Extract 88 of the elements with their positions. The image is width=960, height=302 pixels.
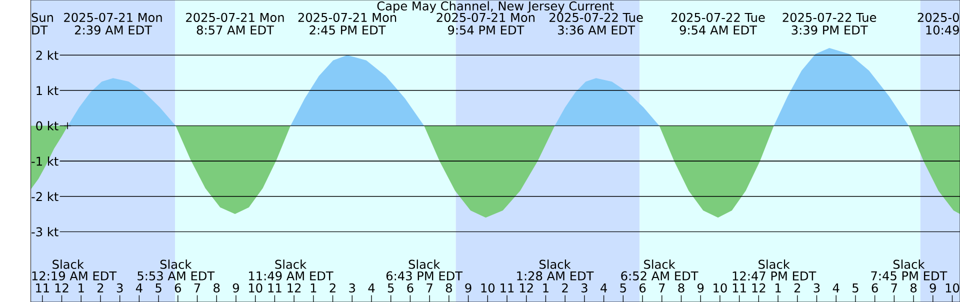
annotation: 1:28 AM EDT [517,271,594,280]
annotation: 12:47 PM EDT [732,271,816,280]
x-tick-label: 9 [465,283,472,292]
x-tick-label: 11 [732,284,746,292]
x-tick-label: 2 [562,283,568,292]
annotation: 2025-07-21 Mon [436,12,534,22]
x-tick-label: 7 [426,284,432,292]
y-tick-label: -2 kt [32,192,58,201]
x-tick-label: 11 [36,284,49,292]
annotation: 2025-0 [918,12,959,22]
x-tick-label: 5 [852,284,858,292]
x-tick-label: 6 [640,283,646,292]
annotation: 10:49 [926,25,959,35]
annotation: 9:54 AM EDT [680,25,757,35]
x-tick-label: 2 [330,283,336,292]
x-tick-label: 5 [620,284,626,292]
x-tick-label: 4 [832,284,840,292]
annotation: Slack [275,260,307,269]
annotation: 12:19 AM EDT [32,271,117,280]
x-tick-label: 3 [814,283,820,292]
annotation: 2:39 AM EDT [74,25,152,35]
x-tick-label: 2 [794,283,800,292]
x-tick-label: 10 [714,283,727,292]
x-tick-label: 4 [368,284,375,292]
annotation: 6:52 AM EDT [621,271,698,280]
x-tick-label: 1 [310,284,316,292]
annotation: 2025-07-21 Mon [298,12,396,22]
y-tick-label: -1 kt [32,156,58,166]
x-tick-label: 10 [248,283,262,292]
x-tick-label: 5 [156,284,162,292]
x-tick-label: 6 [174,283,181,292]
x-tick-label: 7 [194,284,200,292]
x-tick-label: 4 [136,284,142,292]
annotation: Sun [32,12,53,22]
y-tick-label: 1 kt [36,86,58,96]
y-tick-label: -3 kt [32,227,58,236]
x-tick-label: 4 [600,284,607,292]
annotation: 11:49 AM EDT [249,271,334,280]
x-tick-label: 7 [659,284,665,292]
annotation: 2025-07-21 Mon [186,12,284,22]
annotation: 6:43 PM EDT [386,271,463,280]
annotation: 2025-07-22 Tue [550,12,643,22]
annotation: 3:39 PM EDT [792,25,868,35]
y-tick-label: 2 kt [36,50,58,60]
x-tick-label: 8 [678,283,684,292]
x-tick-label: 8 [446,283,452,292]
x-tick-label: 9 [232,283,239,292]
chart-title: Cape May Channel, New Jersey Current [377,1,614,13]
x-tick-label: 10 [481,283,495,292]
x-tick-label: 2 [98,283,104,292]
annotation: 2025-07-21 Mon [64,12,162,22]
annotation: DT [32,26,48,34]
x-tick-label: 9 [698,283,704,292]
annotation: 5:53 AM EDT [138,271,215,280]
x-tick-label: 6 [872,283,878,292]
x-tick-label: 9 [930,283,936,292]
x-tick-label: 3 [349,283,356,292]
annotation: Slack [893,260,925,269]
annotation: 2025-07-22 Tue [782,12,876,22]
x-tick-label: 10 [946,283,960,292]
x-tick-label: 8 [214,283,220,292]
x-tick-label: 3 [582,283,588,292]
x-tick-label: 6 [407,283,414,292]
x-tick-label: 12 [752,283,766,292]
x-tick-label: 3 [116,283,123,292]
x-tick-label: 11 [500,284,514,292]
x-tick-label: 7 [891,284,897,292]
annotation: 2025-07-22 Tue [671,12,765,22]
annotation: Slack [758,260,790,269]
x-tick-label: 8 [910,283,917,292]
annotation: Slack [52,260,84,269]
x-tick-label: 11 [268,284,282,292]
annotation: Slack [408,260,440,269]
annotation: 2:45 PM EDT [310,25,386,35]
x-tick-label: 5 [388,284,394,292]
annotation: Slack [644,260,676,269]
annotation: 9:54 PM EDT [448,25,524,35]
x-tick-label: 12 [520,283,533,292]
x-tick-label: 12 [288,283,301,292]
x-tick-label: 1 [543,284,548,292]
annotation: Slack [160,260,192,269]
x-tick-label: 1 [78,284,84,292]
x-tick-label: 1 [776,284,781,292]
annotation: Slack [540,260,571,269]
annotation: 8:57 AM EDT [196,25,274,35]
annotation: 7:45 PM EDT [871,271,948,280]
x-tick-label: 12 [55,283,68,292]
annotation: 3:36 AM EDT [558,25,636,35]
